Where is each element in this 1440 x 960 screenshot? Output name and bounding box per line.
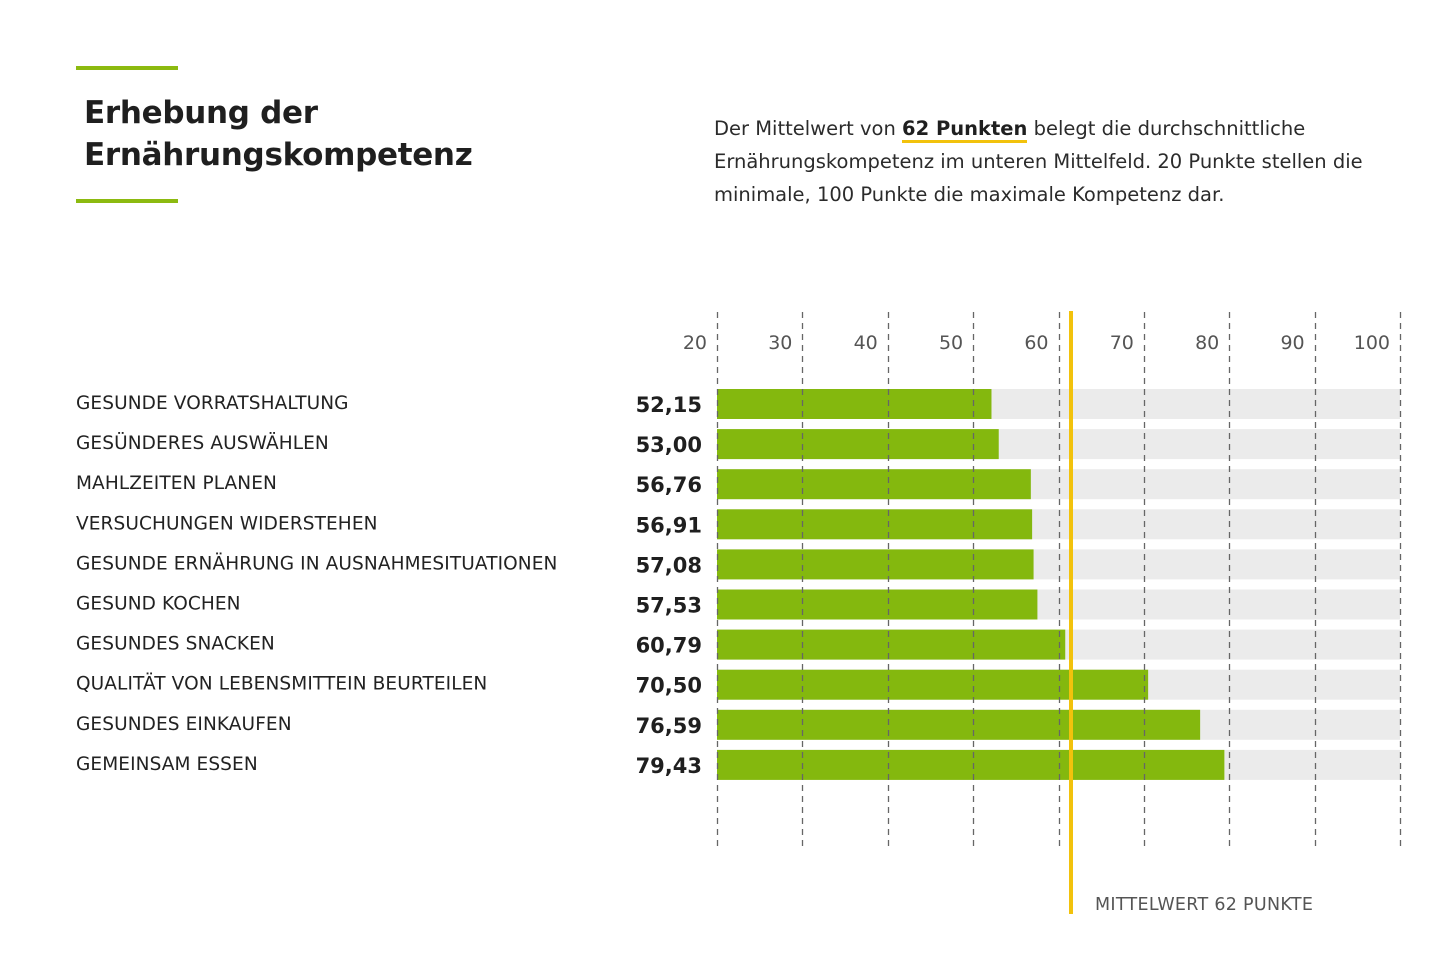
category-label-1: GESUNDE VORRATSHALTUNG <box>76 393 349 414</box>
category-label-2: GESÜNDERES AUSWÄHLEN <box>76 432 329 454</box>
tick-label-20: 20 <box>683 332 707 354</box>
tick-label-100: 100 <box>1354 332 1390 354</box>
page-title-line2: Ernährungskompetenz <box>84 137 473 173</box>
bar-10 <box>717 749 1225 780</box>
tick-label-30: 30 <box>768 332 792 354</box>
bar-3 <box>717 469 1031 500</box>
tick-label-60: 60 <box>1024 332 1048 354</box>
description-text: Der Mittelwert von 62 Punkten belegt die… <box>714 112 1404 211</box>
mean-line <box>1069 311 1073 914</box>
category-label-8: QUALITÄT VON LEBENSMITTEIN BEURTEILEN <box>76 674 487 695</box>
category-label-3: MAHLZEITEN PLANEN <box>76 473 277 494</box>
bar-1 <box>717 389 992 419</box>
bar-7 <box>717 629 1066 660</box>
bar-6 <box>717 589 1038 620</box>
bar-4 <box>717 509 1033 540</box>
value-label-3: 56,76 <box>636 473 702 497</box>
category-label-4: VERSUCHUNGEN WIDERSTEHEN <box>76 513 378 534</box>
value-label-1: 52,15 <box>636 393 702 417</box>
title-accent-line-bottom <box>76 199 178 203</box>
category-label-9: GESUNDES EINKAUFEN <box>76 714 292 735</box>
value-label-5: 57,08 <box>636 553 702 577</box>
category-label-5: GESUNDE ERNÄHRUNG IN AUSNAHMESITUATIONEN <box>76 553 557 574</box>
category-label-6: GESUND KOCHEN <box>76 594 241 615</box>
page-title-line1: Erhebung der <box>84 95 318 131</box>
tick-label-90: 90 <box>1280 332 1304 354</box>
title-accent-line-top <box>76 66 178 70</box>
bar-9 <box>717 709 1201 740</box>
page-title: Erhebung der Ernährungskompetenz <box>84 92 604 176</box>
bar-2 <box>717 429 999 460</box>
value-label-2: 53,00 <box>636 433 702 457</box>
description-after: belegt die durchschnittliche Ernährungsk… <box>714 117 1363 206</box>
value-label-8: 70,50 <box>636 674 702 698</box>
description-before: Der Mittelwert von <box>714 117 903 140</box>
value-label-6: 57,53 <box>636 594 702 618</box>
mean-label: MITTELWERT 62 PUNKTE <box>1095 895 1313 915</box>
category-label-7: GESUNDES SNACKEN <box>76 634 275 655</box>
value-label-7: 60,79 <box>636 634 702 658</box>
value-label-10: 79,43 <box>636 754 702 778</box>
tick-label-40: 40 <box>854 332 878 354</box>
bar-5 <box>717 549 1034 580</box>
tick-label-50: 50 <box>939 332 963 354</box>
value-label-9: 76,59 <box>636 714 702 738</box>
category-label-10: GEMEINSAM ESSEN <box>76 754 258 775</box>
value-label-4: 56,91 <box>636 513 702 537</box>
tick-label-70: 70 <box>1110 332 1134 354</box>
bar-8 <box>717 669 1149 700</box>
description-highlight: 62 Punkten <box>902 117 1028 143</box>
tick-label-80: 80 <box>1195 332 1219 354</box>
